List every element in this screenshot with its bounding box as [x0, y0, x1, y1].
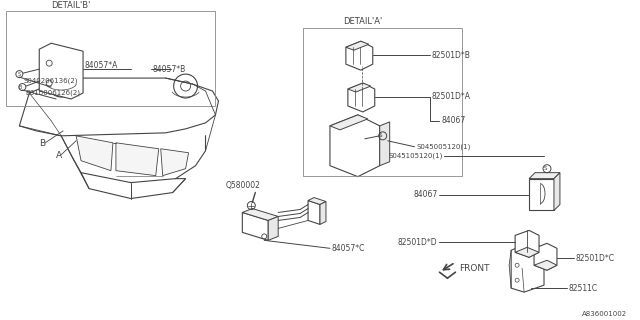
Polygon shape — [308, 197, 326, 204]
Text: S045005120(1): S045005120(1) — [417, 144, 471, 150]
Polygon shape — [116, 143, 159, 176]
Polygon shape — [268, 216, 278, 240]
Polygon shape — [380, 122, 390, 166]
Text: S045105120(1): S045105120(1) — [388, 153, 442, 159]
Polygon shape — [515, 247, 539, 257]
Text: S: S — [379, 133, 383, 138]
Polygon shape — [348, 83, 371, 92]
Polygon shape — [330, 115, 368, 130]
Text: 82501D*A: 82501D*A — [431, 92, 470, 101]
Text: S: S — [543, 166, 547, 171]
Text: 84057*A: 84057*A — [84, 60, 118, 70]
Polygon shape — [529, 179, 554, 211]
Text: B010006126(2): B010006126(2) — [26, 90, 80, 96]
Polygon shape — [554, 173, 560, 211]
Polygon shape — [76, 136, 113, 171]
Polygon shape — [161, 149, 189, 176]
Text: FRONT: FRONT — [460, 264, 490, 273]
Polygon shape — [243, 209, 278, 220]
Text: S040206136(2): S040206136(2) — [23, 78, 78, 84]
Text: A836001002: A836001002 — [582, 311, 627, 317]
Text: A: A — [56, 151, 62, 160]
Polygon shape — [511, 242, 544, 292]
Polygon shape — [346, 41, 369, 50]
Text: B: B — [39, 139, 45, 148]
Polygon shape — [346, 41, 372, 70]
Bar — [6, 12, 216, 106]
Text: 84067: 84067 — [413, 190, 438, 199]
Text: 82501D*C: 82501D*C — [576, 254, 615, 263]
Text: 82501D*D: 82501D*D — [398, 238, 438, 247]
Polygon shape — [534, 260, 557, 270]
Polygon shape — [330, 115, 380, 177]
Text: DETAIL'A': DETAIL'A' — [343, 17, 383, 26]
Polygon shape — [320, 202, 326, 224]
Text: 84057*B: 84057*B — [153, 65, 186, 74]
Polygon shape — [348, 83, 375, 112]
Polygon shape — [534, 243, 557, 270]
Polygon shape — [308, 201, 320, 224]
Text: DETAIL'B': DETAIL'B' — [51, 1, 91, 10]
Polygon shape — [19, 78, 218, 136]
Bar — [303, 28, 462, 176]
Text: B: B — [19, 84, 22, 90]
Text: Q580002: Q580002 — [226, 181, 260, 190]
Polygon shape — [243, 212, 268, 240]
Polygon shape — [515, 230, 539, 257]
Text: S: S — [18, 72, 21, 76]
Polygon shape — [529, 173, 560, 179]
Text: 82511C: 82511C — [569, 284, 598, 293]
Polygon shape — [39, 43, 83, 99]
Text: 84067: 84067 — [442, 116, 466, 125]
Text: 82501D*B: 82501D*B — [431, 51, 470, 60]
Text: 84057*C: 84057*C — [332, 244, 365, 253]
